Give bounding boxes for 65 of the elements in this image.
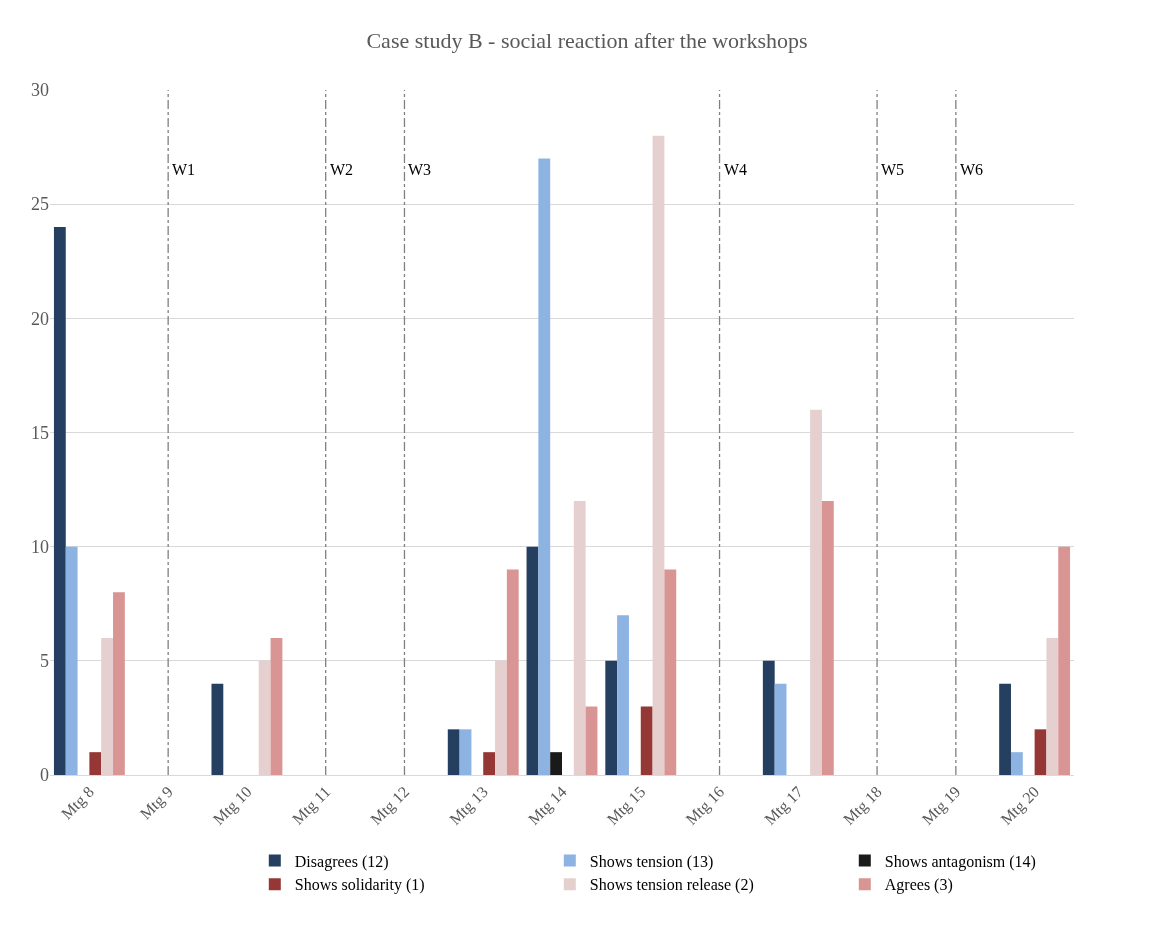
bar	[1046, 638, 1059, 775]
x-tick-label: Mtg 18	[839, 782, 886, 829]
ref-line-label: W1	[172, 161, 196, 178]
x-tick-label: Mtg 11	[288, 782, 335, 829]
legend-label: Disagrees (12)	[294, 852, 389, 871]
bar	[573, 501, 586, 775]
x-tick-label: Mtg 12	[367, 782, 413, 829]
bar	[617, 615, 629, 775]
legend-label: Agrees (3)	[884, 876, 953, 895]
bar	[999, 683, 1011, 775]
bar	[101, 638, 114, 775]
chart-title: Case study B - social reaction after the workshops	[366, 28, 808, 54]
y-tick-label: 5	[40, 651, 49, 672]
bar	[65, 546, 78, 775]
bar	[585, 706, 598, 775]
bar	[1058, 546, 1071, 775]
x-tick-label: Mtg 15	[603, 782, 650, 829]
bar	[526, 546, 539, 775]
bar	[483, 752, 496, 775]
ref-line-label: W6	[960, 161, 984, 178]
bar	[1034, 729, 1047, 775]
y-tick-label: 15	[31, 422, 49, 443]
bar	[538, 158, 551, 775]
x-tick-label: Mtg 10	[209, 782, 256, 829]
bar	[605, 660, 618, 775]
y-tick-label: 25	[31, 194, 49, 215]
legend-label: Shows antagonism (14)	[884, 852, 1036, 871]
bar	[810, 409, 822, 775]
bar	[459, 729, 472, 775]
ref-line-label: W3	[408, 161, 432, 178]
bar	[495, 660, 507, 775]
bar	[550, 752, 562, 775]
legend-label: Shows tension release (2)	[589, 876, 754, 895]
bar	[652, 135, 665, 775]
bar	[270, 638, 283, 775]
y-tick-label: 30	[31, 80, 49, 101]
x-tick-label: Mtg 20	[997, 782, 1044, 829]
bar	[258, 660, 271, 775]
bar	[53, 227, 66, 775]
y-tick-label: 0	[40, 765, 49, 786]
x-tick-label: Mtg 9	[136, 782, 177, 824]
x-tick-label: Mtg 19	[918, 782, 965, 829]
x-tick-label: Mtg 13	[445, 782, 492, 829]
ref-line-label: W2	[330, 161, 354, 178]
x-tick-label: Mtg 16	[682, 782, 729, 829]
bar	[89, 752, 102, 775]
x-tick-label: Mtg 14	[524, 782, 571, 829]
bar	[664, 569, 677, 775]
bar	[211, 683, 224, 775]
bar	[640, 706, 653, 775]
bar	[774, 683, 787, 775]
bar	[1010, 752, 1023, 775]
bar	[447, 729, 460, 775]
bar	[762, 660, 775, 775]
y-tick-label: 10	[31, 536, 49, 557]
legend-label: Shows solidarity (1)	[294, 876, 425, 895]
legend-label: Shows tension (13)	[589, 852, 714, 871]
ref-line-label: W4	[724, 161, 748, 178]
bar	[506, 569, 519, 775]
y-tick-label: 20	[31, 308, 49, 329]
bar	[113, 592, 125, 775]
x-tick-label: Mtg 17	[761, 782, 807, 829]
x-tick-label: Mtg 8	[57, 782, 98, 824]
bar	[821, 501, 834, 775]
ref-line-label: W5	[881, 161, 905, 178]
